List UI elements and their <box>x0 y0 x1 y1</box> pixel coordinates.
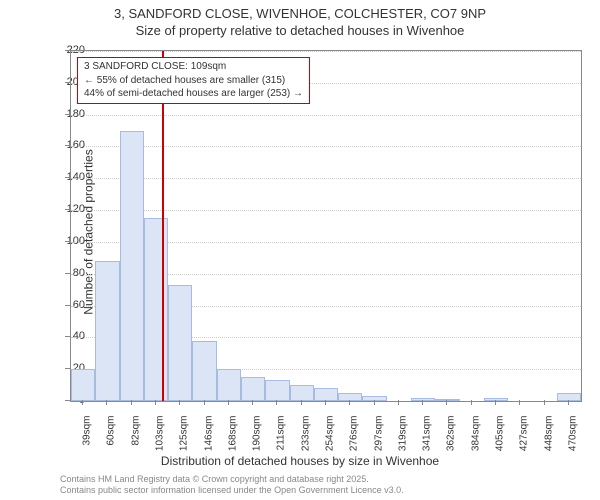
x-tick-mark <box>179 400 180 405</box>
grid-line <box>71 210 581 211</box>
x-tick-mark <box>446 400 447 405</box>
x-tick-mark <box>398 400 399 405</box>
histogram-bar <box>362 396 386 401</box>
histogram-bar <box>435 399 459 401</box>
histogram-bar <box>144 218 168 401</box>
x-tick-mark <box>204 400 205 405</box>
histogram-bar <box>557 393 581 401</box>
title-block: 3, SANDFORD CLOSE, WIVENHOE, COLCHESTER,… <box>0 6 600 40</box>
grid-line <box>71 178 581 179</box>
histogram-bar <box>241 377 265 401</box>
grid-line <box>71 115 581 116</box>
histogram-bar <box>290 385 314 401</box>
x-tick-mark <box>276 400 277 405</box>
x-tick-mark <box>82 400 83 405</box>
chart-container: 3, SANDFORD CLOSE, WIVENHOE, COLCHESTER,… <box>0 0 600 500</box>
histogram-bar <box>168 285 192 401</box>
x-tick-mark <box>301 400 302 405</box>
histogram-bar <box>411 398 435 401</box>
x-tick-mark <box>131 400 132 405</box>
x-tick-mark <box>349 400 350 405</box>
reference-line <box>162 51 164 401</box>
x-tick-mark <box>544 400 545 405</box>
title-line-2: Size of property relative to detached ho… <box>0 23 600 40</box>
histogram-bar <box>192 341 216 401</box>
x-tick-mark <box>325 400 326 405</box>
histogram-bar <box>71 369 95 401</box>
x-tick-mark <box>471 400 472 405</box>
x-tick-mark <box>106 400 107 405</box>
histogram-bar <box>120 131 144 401</box>
x-tick-mark <box>422 400 423 405</box>
annotation-line-3: 44% of semi-detached houses are larger (… <box>84 87 303 101</box>
annotation-line-1: 3 SANDFORD CLOSE: 109sqm <box>84 60 303 74</box>
histogram-bar <box>95 261 119 401</box>
x-tick-mark <box>568 400 569 405</box>
footer: Contains HM Land Registry data © Crown c… <box>60 474 404 497</box>
x-axis-title: Distribution of detached houses by size … <box>0 454 600 468</box>
grid-line <box>71 146 581 147</box>
x-tick-mark <box>374 400 375 405</box>
annotation-box: 3 SANDFORD CLOSE: 109sqm ← 55% of detach… <box>77 57 310 104</box>
plot-area: 3 SANDFORD CLOSE: 109sqm ← 55% of detach… <box>70 50 582 402</box>
x-tick-mark <box>495 400 496 405</box>
footer-line-1: Contains HM Land Registry data © Crown c… <box>60 474 404 485</box>
histogram-bar <box>217 369 241 401</box>
footer-line-2: Contains public sector information licen… <box>60 485 404 496</box>
histogram-bar <box>338 393 362 401</box>
x-tick-mark <box>155 400 156 405</box>
histogram-bar <box>265 380 289 401</box>
x-tick-mark <box>252 400 253 405</box>
grid-line <box>71 51 581 52</box>
annotation-line-2: ← 55% of detached houses are smaller (31… <box>84 74 303 88</box>
x-tick-mark <box>519 400 520 405</box>
x-tick-mark <box>228 400 229 405</box>
title-line-1: 3, SANDFORD CLOSE, WIVENHOE, COLCHESTER,… <box>0 6 600 23</box>
